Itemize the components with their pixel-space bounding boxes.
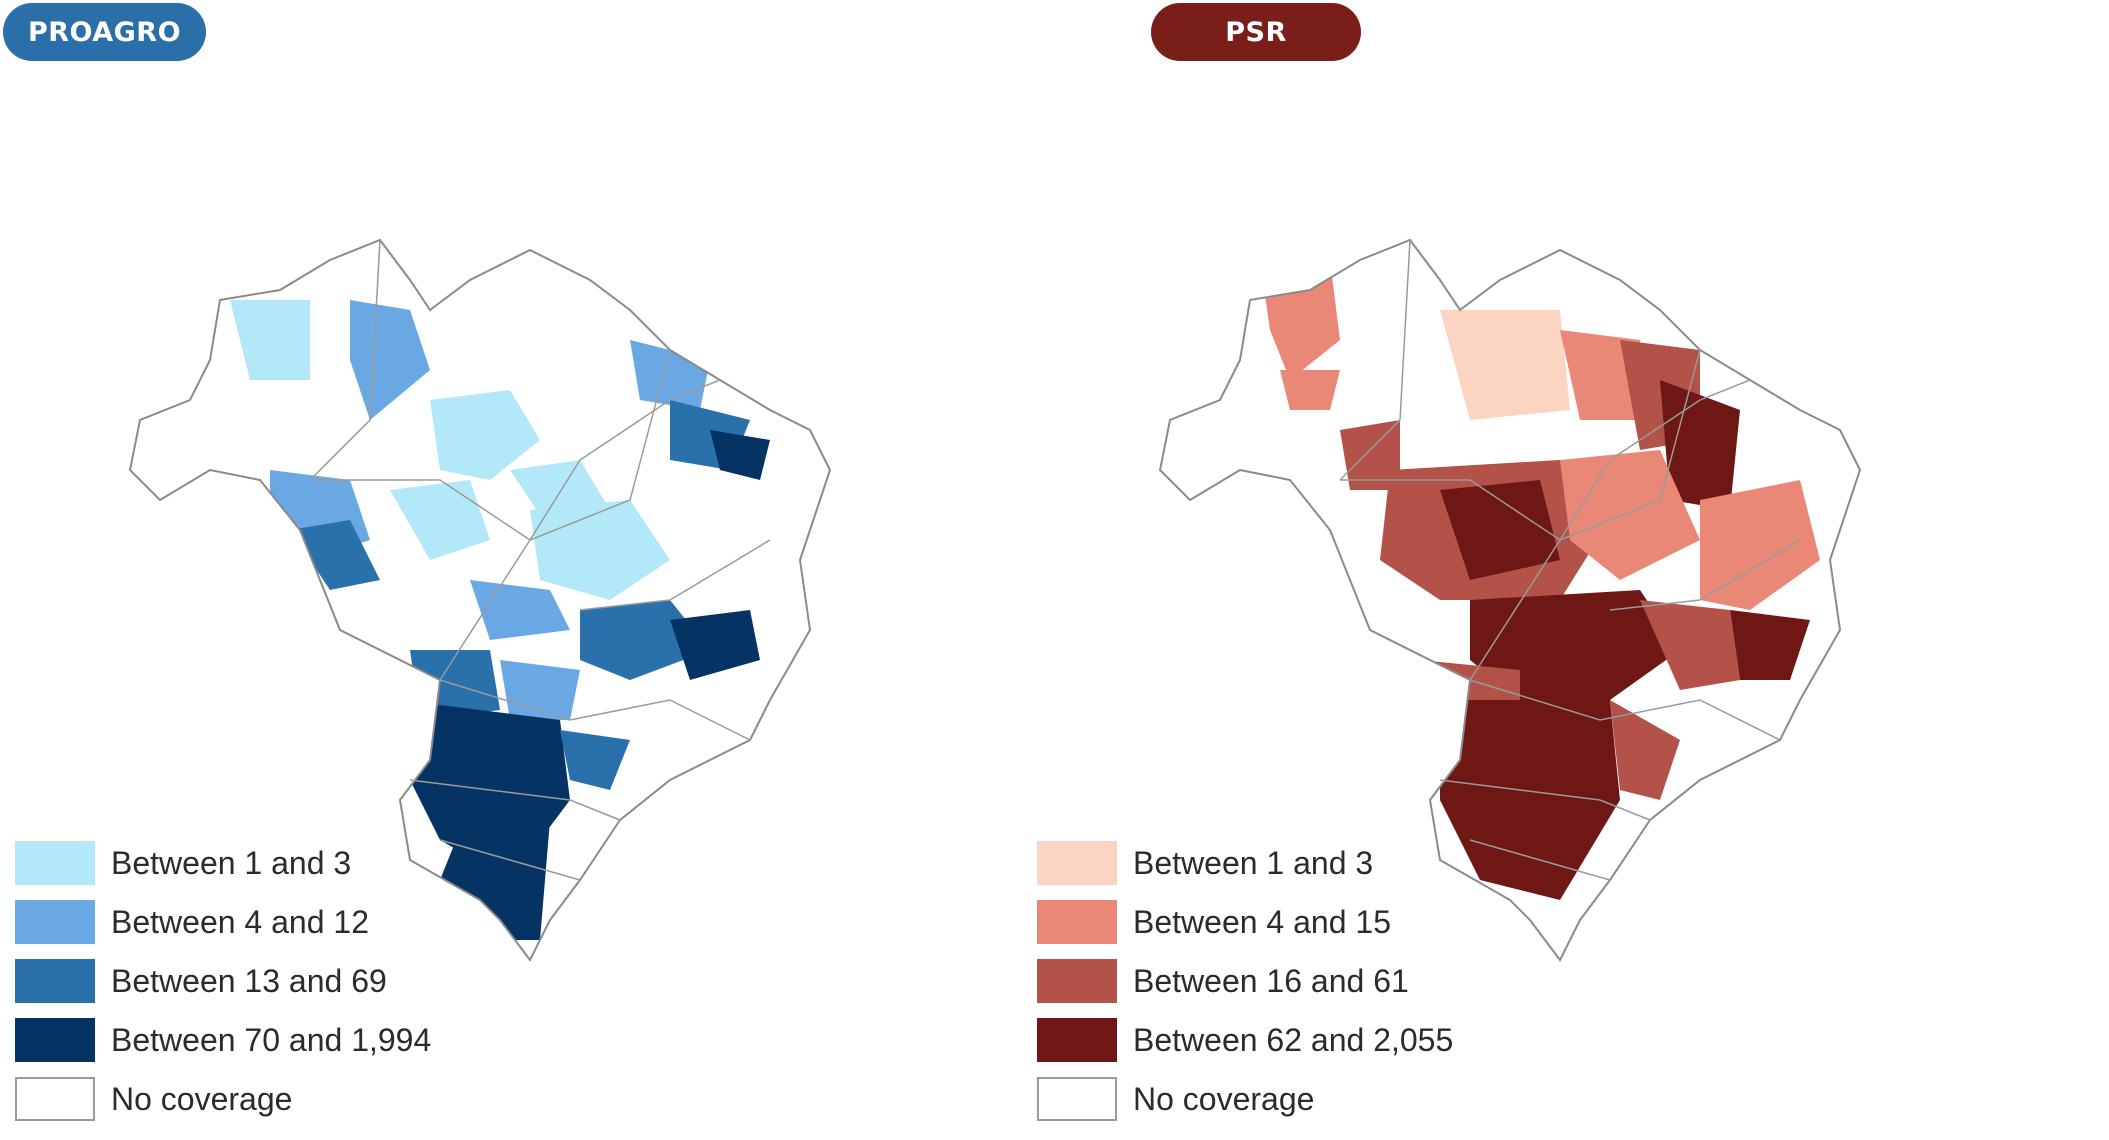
proagro-state-borders [309, 239, 771, 881]
legend-swatch [1037, 841, 1117, 885]
psr-title-badge: PSR [1151, 3, 1361, 61]
legend-item: Between 1 and 3 [15, 840, 351, 886]
legend-item: Between 16 and 61 [1037, 958, 1409, 1004]
psr-brazil-map [1158, 238, 1862, 962]
legend-swatch [15, 900, 95, 944]
legend-item: Between 4 and 15 [1037, 899, 1391, 945]
legend-item: No coverage [15, 1076, 292, 1122]
legend-item: Between 4 and 12 [15, 899, 369, 945]
legend-swatch [15, 1018, 95, 1062]
proagro-title-badge: PROAGRO [3, 3, 206, 61]
legend-label: No coverage [1133, 1080, 1315, 1117]
legend-swatch [1037, 1077, 1117, 1121]
legend-item: Between 70 and 1,994 [15, 1017, 431, 1063]
legend-item: Between 62 and 2,055 [1037, 1017, 1453, 1063]
proagro-brazil-map [128, 238, 832, 962]
legend-label: Between 70 and 1,994 [111, 1021, 432, 1058]
legend-swatch [15, 959, 95, 1003]
legend-label: Between 16 and 61 [1133, 962, 1409, 999]
legend-label: Between 13 and 69 [111, 962, 387, 999]
legend-swatch [15, 841, 95, 885]
legend-swatch [15, 1077, 95, 1121]
psr-state-borders [1339, 239, 1801, 881]
legend-label: Between 4 and 12 [111, 903, 369, 940]
legend-swatch [1037, 959, 1117, 1003]
legend-swatch [1037, 900, 1117, 944]
legend-label: Between 4 and 15 [1133, 903, 1391, 940]
proagro-panel: PROAGRO [0, 0, 1020, 1129]
legend-item: No coverage [1037, 1076, 1314, 1122]
psr-panel: PSR [1020, 0, 2040, 1129]
legend-label: Between 62 and 2,055 [1133, 1021, 1454, 1058]
legend-item: Between 13 and 69 [15, 958, 387, 1004]
legend-label: Between 1 and 3 [1133, 844, 1374, 881]
legend-swatch [1037, 1018, 1117, 1062]
legend-label: No coverage [111, 1080, 293, 1117]
legend-item: Between 1 and 3 [1037, 840, 1373, 886]
legend-label: Between 1 and 3 [111, 844, 352, 881]
